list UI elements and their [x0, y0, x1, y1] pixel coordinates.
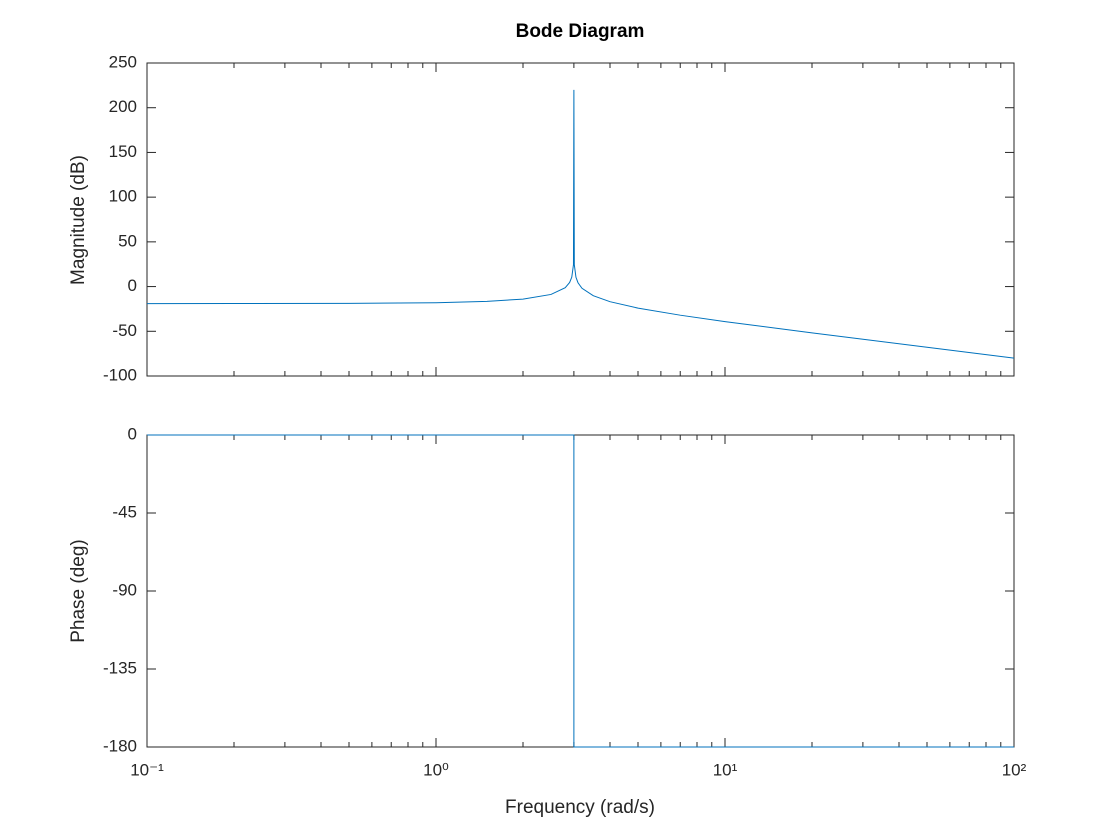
y-tick-label: 50	[118, 231, 137, 250]
plot-area	[146, 62, 1015, 377]
y-tick-label: -45	[112, 502, 137, 521]
y-tick-label: 0	[128, 424, 137, 443]
y-tick-label: -135	[103, 658, 137, 677]
y-tick-label: -90	[112, 580, 137, 599]
plot-area	[146, 434, 1015, 748]
x-tick-label: 10²	[1002, 760, 1027, 779]
y-tick-label: 150	[109, 142, 137, 161]
y-axis-label: Magnitude (dB)	[68, 155, 89, 285]
chart-title: Bode Diagram	[516, 21, 645, 42]
x-tick-label: 10¹	[713, 760, 738, 779]
y-tick-label: -100	[103, 365, 137, 384]
y-tick-label: -50	[112, 321, 137, 340]
y-axis-label: Phase (deg)	[68, 539, 89, 643]
y-tick-label: -180	[103, 736, 137, 755]
y-tick-label: 250	[109, 52, 137, 71]
data-line	[146, 89, 1015, 359]
x-axis-label: Frequency (rad/s)	[505, 797, 655, 818]
y-tick-label: 200	[109, 97, 137, 116]
x-tick-label: 10⁰	[423, 760, 449, 779]
data-line	[147, 434, 1014, 748]
y-tick-label: 100	[109, 187, 137, 206]
x-tick-label: 10⁻¹	[130, 760, 164, 779]
y-tick-label: 0	[128, 276, 137, 295]
